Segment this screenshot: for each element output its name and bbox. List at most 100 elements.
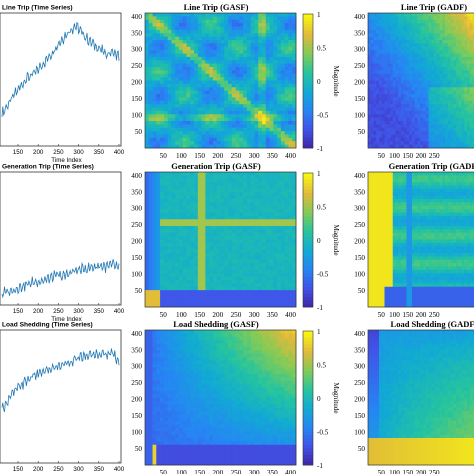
heatmap-cell bbox=[250, 249, 255, 254]
heatmap-cell bbox=[277, 269, 282, 274]
heatmap-cell bbox=[265, 172, 270, 176]
heatmap-cell bbox=[167, 40, 172, 44]
heatmap-cell bbox=[398, 141, 402, 145]
heatmap-cell bbox=[403, 23, 407, 27]
heatmap-cell bbox=[246, 276, 252, 281]
heatmap-cell bbox=[224, 43, 229, 48]
heatmap-cell bbox=[431, 141, 435, 145]
heatmap-cell bbox=[228, 205, 233, 210]
heatmap-cell bbox=[288, 276, 293, 281]
heatmap-cell bbox=[186, 259, 191, 264]
heatmap-cell bbox=[428, 60, 432, 64]
heatmap-cell bbox=[186, 172, 191, 176]
heatmap-cell bbox=[269, 182, 274, 186]
heatmap-cell bbox=[228, 303, 233, 308]
heatmap-cell bbox=[288, 226, 293, 230]
heatmap-cell bbox=[280, 131, 286, 135]
heatmap-cell bbox=[228, 83, 233, 88]
heatmap-cell bbox=[445, 87, 449, 91]
heatmap-cell bbox=[212, 259, 218, 264]
heatmap-cell bbox=[387, 104, 391, 108]
heatmap-cell bbox=[464, 46, 468, 51]
heatmap-cell bbox=[167, 222, 172, 227]
heatmap-cell bbox=[190, 33, 195, 37]
heatmap-cell bbox=[368, 94, 372, 98]
heatmap-cell bbox=[182, 182, 187, 186]
heatmap-cell bbox=[231, 182, 236, 186]
heatmap-cell bbox=[243, 13, 248, 17]
heatmap-cell bbox=[235, 242, 240, 247]
heatmap-cell bbox=[392, 80, 396, 85]
heatmap-cell bbox=[277, 300, 282, 304]
heatmap-cell bbox=[423, 100, 427, 105]
heatmap-cell bbox=[288, 269, 293, 274]
heatmap-cell bbox=[292, 83, 297, 88]
heatmap-cell bbox=[178, 107, 184, 112]
heatmap-cell bbox=[205, 273, 210, 277]
heatmap-cell bbox=[280, 124, 286, 129]
heatmap-cell bbox=[239, 16, 244, 21]
heatmap-cell bbox=[292, 114, 297, 118]
heatmap-cell bbox=[467, 94, 471, 98]
heatmap-cell bbox=[156, 77, 161, 81]
heatmap-cell bbox=[280, 46, 286, 51]
heatmap-cell bbox=[469, 56, 473, 61]
heatmap-cell bbox=[464, 29, 468, 34]
heatmap-cell bbox=[280, 293, 286, 298]
heatmap-cell bbox=[379, 107, 383, 112]
heatmap-cell bbox=[205, 67, 210, 71]
heatmap-cell bbox=[250, 215, 255, 220]
heatmap-cell bbox=[197, 90, 202, 95]
heatmap-cell bbox=[467, 141, 471, 145]
heatmap-cell bbox=[171, 249, 176, 254]
heatmap-cell bbox=[243, 53, 248, 58]
heatmap-cell bbox=[461, 19, 465, 24]
heatmap-cell bbox=[381, 137, 385, 142]
heatmap-cell bbox=[381, 100, 385, 105]
heatmap-cell bbox=[246, 90, 252, 95]
heatmap-cell bbox=[262, 178, 267, 183]
heatmap-cell bbox=[467, 127, 471, 132]
heatmap-cell bbox=[464, 53, 468, 58]
heatmap-cell bbox=[243, 131, 248, 135]
heatmap-cell bbox=[205, 185, 210, 190]
heatmap-cell bbox=[175, 215, 180, 220]
heatmap-cell bbox=[160, 56, 165, 61]
heatmap-cell bbox=[228, 137, 233, 142]
heatmap-cell bbox=[220, 110, 225, 115]
heatmap-cell bbox=[205, 144, 210, 149]
heatmap-cell bbox=[171, 67, 176, 71]
heatmap-cell bbox=[231, 63, 236, 68]
heatmap-cell bbox=[373, 36, 377, 41]
heatmap-cell bbox=[409, 33, 413, 37]
heatmap-cell bbox=[163, 137, 169, 142]
heatmap-cell bbox=[392, 53, 396, 58]
colorbar-tick-label: -1 bbox=[317, 145, 323, 153]
heatmap-cell bbox=[163, 80, 169, 85]
heatmap-cell bbox=[376, 53, 380, 58]
heatmap-cell bbox=[167, 276, 172, 281]
heatmap-cell bbox=[163, 195, 169, 200]
heatmap-cell bbox=[288, 127, 293, 132]
heatmap-cell bbox=[277, 100, 282, 105]
heatmap-cell bbox=[277, 192, 282, 196]
heatmap-cell bbox=[417, 94, 421, 98]
heatmap-cell bbox=[384, 16, 388, 21]
heatmap-cell bbox=[235, 296, 240, 301]
heatmap-cell bbox=[269, 283, 274, 288]
heatmap-cell bbox=[273, 104, 278, 108]
heatmap-cell bbox=[450, 124, 454, 129]
heatmap-cell bbox=[167, 296, 172, 301]
heatmap-cell bbox=[436, 26, 440, 31]
heatmap-cell bbox=[243, 137, 248, 142]
heatmap-cell bbox=[428, 134, 432, 139]
heatmap-cell bbox=[445, 63, 449, 68]
heatmap-cell bbox=[412, 124, 416, 129]
heatmap-cell bbox=[148, 46, 153, 51]
heatmap-cell bbox=[403, 67, 407, 71]
heatmap-cell bbox=[228, 50, 233, 54]
heatmap-cell bbox=[384, 19, 388, 24]
heatmap-cell bbox=[163, 209, 169, 213]
heatmap-cell bbox=[269, 121, 274, 125]
heatmap-cell bbox=[436, 70, 440, 75]
